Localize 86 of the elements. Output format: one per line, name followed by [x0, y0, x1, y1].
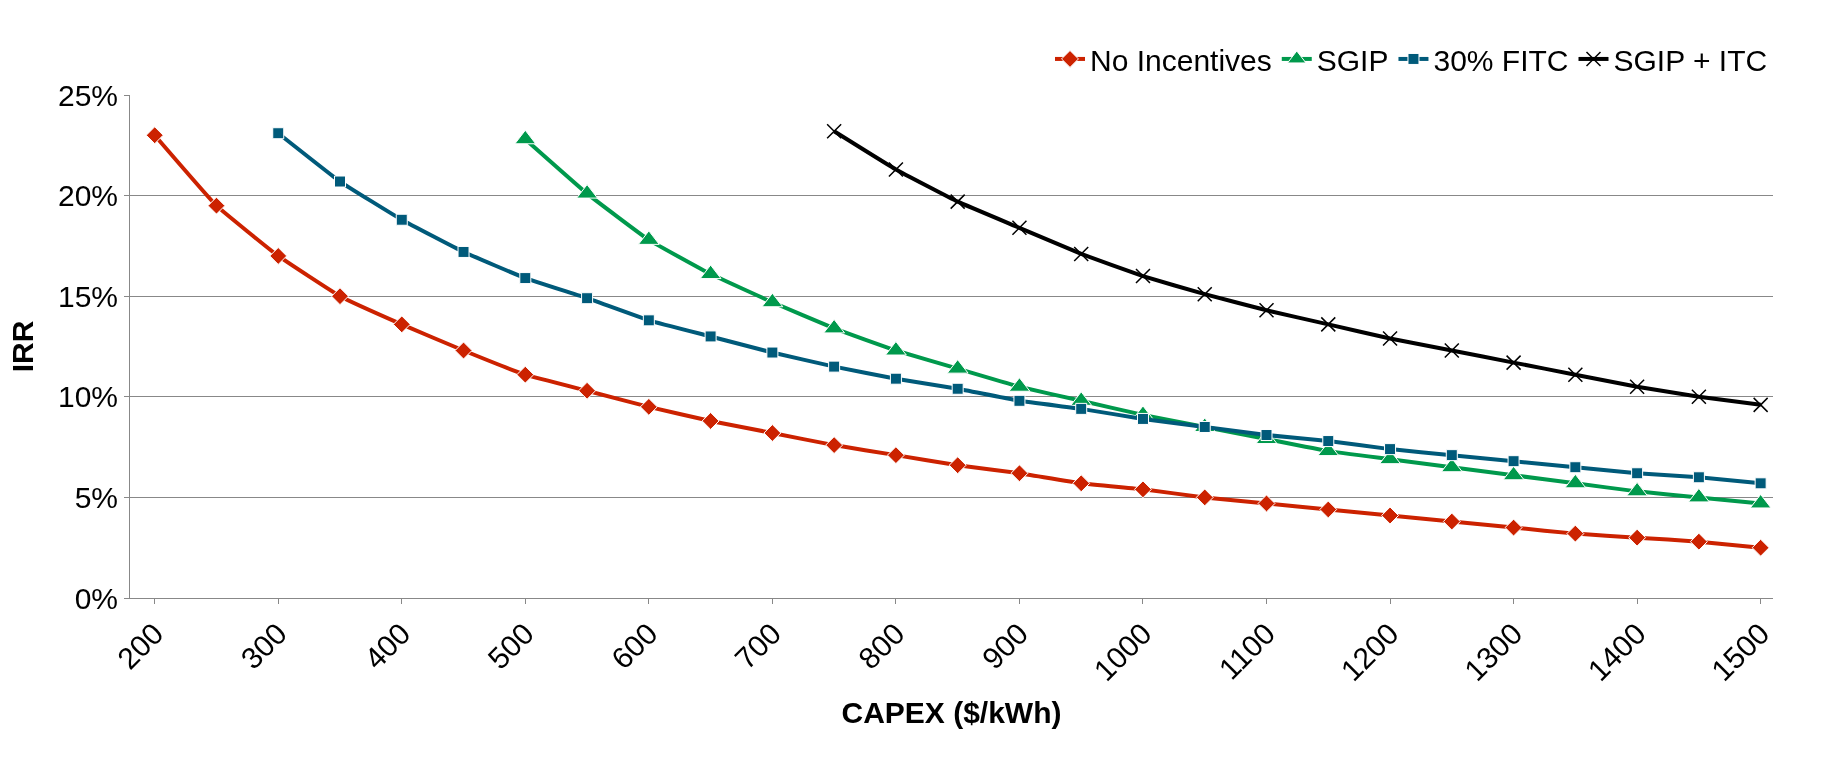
point	[145, 126, 164, 145]
point	[1258, 302, 1275, 319]
point	[1013, 394, 1026, 407]
point	[1444, 342, 1460, 359]
point	[395, 213, 408, 226]
point	[888, 161, 904, 178]
y-axis-title: IRR	[5, 320, 39, 373]
point	[1569, 461, 1582, 474]
point	[1322, 435, 1335, 448]
point	[1691, 389, 1707, 405]
point	[578, 381, 597, 400]
point	[1196, 286, 1213, 302]
point	[1507, 455, 1520, 468]
legend-label: 30% FITC	[1433, 43, 1569, 77]
point	[701, 411, 720, 430]
x-tick-label: 500	[481, 616, 541, 676]
point	[1689, 532, 1708, 551]
point	[457, 245, 470, 258]
point	[269, 247, 288, 265]
point	[516, 365, 535, 384]
point	[1628, 528, 1647, 547]
point	[1692, 471, 1705, 484]
point	[1629, 378, 1645, 395]
point	[1384, 443, 1397, 456]
x-tick-label: 400	[357, 616, 417, 676]
point	[1752, 397, 1769, 413]
point	[886, 446, 905, 465]
point	[828, 360, 841, 373]
y-tick-label: 20%	[57, 179, 118, 213]
y-tick-label: 5%	[74, 480, 118, 514]
point	[1504, 518, 1523, 537]
point	[1631, 467, 1644, 480]
point	[1319, 500, 1338, 519]
point	[1567, 366, 1584, 383]
point	[1010, 464, 1029, 483]
point	[1011, 220, 1028, 236]
legend-label: SGIP + ITC	[1613, 43, 1768, 77]
point	[454, 341, 473, 360]
point	[951, 382, 964, 395]
point	[581, 292, 594, 305]
point	[519, 272, 532, 285]
x-tick-label: 600	[604, 616, 664, 676]
x-tick-label: 300	[234, 616, 294, 676]
point	[1566, 524, 1585, 543]
x-tick-label: 200	[110, 616, 170, 676]
point	[1135, 268, 1151, 284]
y-tick-label: 0%	[74, 581, 118, 615]
legend-label: No Incentives	[1090, 43, 1272, 77]
point	[1257, 494, 1276, 513]
point	[1751, 538, 1770, 557]
point	[1754, 477, 1767, 490]
point	[1073, 246, 1089, 262]
point	[1260, 429, 1273, 442]
point	[1382, 330, 1398, 347]
point	[825, 436, 844, 455]
y-tick-label: 15%	[57, 279, 118, 313]
legend-label: SGIP	[1316, 43, 1389, 77]
y-tick-label: 10%	[57, 380, 118, 414]
point	[1134, 480, 1152, 499]
point	[639, 397, 658, 416]
x-tick-label: 700	[728, 616, 788, 676]
point	[1320, 316, 1337, 333]
point	[948, 456, 967, 475]
point	[1072, 474, 1091, 493]
x-tick-label: 800	[852, 616, 911, 676]
point	[1505, 354, 1522, 371]
point	[704, 330, 717, 343]
point	[763, 424, 782, 442]
point	[272, 127, 285, 140]
x-axis-title: CAPEX ($/kWh)	[841, 695, 1062, 729]
point	[1442, 512, 1461, 531]
point	[949, 193, 966, 210]
point	[334, 175, 347, 188]
x-tick-label: 900	[975, 616, 1035, 676]
point	[889, 372, 902, 385]
point	[1445, 449, 1458, 462]
point	[207, 196, 226, 215]
point	[392, 315, 411, 334]
point	[1381, 506, 1399, 525]
point	[642, 314, 655, 327]
point	[1195, 488, 1214, 507]
point	[331, 287, 349, 306]
y-tick-label: 25%	[57, 78, 118, 112]
point	[766, 346, 779, 359]
point	[826, 123, 842, 139]
point	[1075, 402, 1088, 415]
